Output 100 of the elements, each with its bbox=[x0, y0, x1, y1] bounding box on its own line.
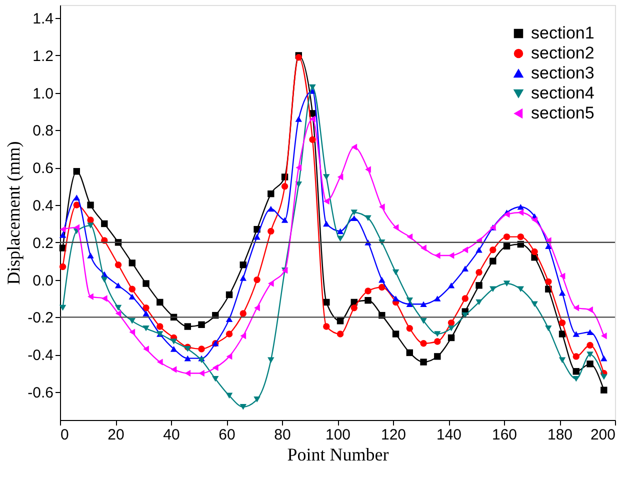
point bbox=[392, 296, 400, 302]
legend-label: section3 bbox=[531, 64, 594, 82]
point bbox=[254, 234, 260, 240]
point bbox=[586, 342, 594, 349]
point bbox=[240, 332, 246, 340]
point bbox=[406, 325, 414, 332]
point bbox=[254, 276, 260, 284]
point bbox=[545, 325, 552, 332]
point bbox=[336, 330, 344, 338]
point bbox=[101, 276, 108, 283]
point bbox=[448, 282, 455, 288]
point bbox=[323, 174, 330, 180]
point bbox=[545, 278, 552, 286]
point bbox=[503, 280, 510, 286]
point bbox=[365, 166, 371, 173]
point bbox=[281, 217, 288, 223]
point bbox=[59, 263, 66, 270]
x-tick-label: 200 bbox=[590, 426, 616, 444]
point bbox=[323, 198, 330, 205]
x-tick-label: 180 bbox=[547, 426, 573, 444]
point bbox=[462, 266, 469, 272]
point bbox=[558, 319, 566, 326]
point bbox=[226, 316, 233, 322]
y-tick-label: 1.2 bbox=[32, 48, 54, 65]
point bbox=[364, 288, 372, 294]
point bbox=[545, 243, 552, 250]
point bbox=[462, 295, 469, 302]
legend-label: section2 bbox=[531, 44, 594, 62]
point bbox=[198, 321, 205, 328]
point bbox=[406, 349, 414, 356]
point bbox=[490, 286, 496, 292]
x-tick-label: 60 bbox=[218, 426, 236, 444]
point bbox=[114, 304, 122, 311]
point bbox=[226, 291, 233, 298]
point bbox=[156, 298, 164, 306]
point bbox=[128, 260, 136, 266]
point bbox=[572, 353, 580, 360]
point bbox=[309, 136, 316, 143]
point bbox=[73, 202, 80, 208]
point bbox=[503, 233, 510, 240]
point bbox=[101, 295, 108, 302]
point bbox=[268, 280, 274, 287]
point bbox=[572, 368, 580, 375]
point bbox=[268, 206, 274, 212]
point bbox=[336, 228, 344, 234]
point bbox=[142, 280, 150, 287]
x-tick-label: 100 bbox=[325, 426, 351, 444]
point bbox=[378, 276, 386, 283]
point bbox=[600, 386, 608, 394]
x-tick-label: 80 bbox=[274, 426, 291, 444]
point bbox=[420, 340, 427, 347]
point bbox=[586, 360, 594, 368]
point bbox=[476, 268, 482, 276]
point bbox=[212, 364, 218, 372]
x-axis-title: Point Number bbox=[287, 444, 389, 464]
point bbox=[115, 310, 122, 317]
point bbox=[532, 216, 538, 224]
point bbox=[531, 301, 538, 308]
point bbox=[600, 355, 608, 362]
point bbox=[59, 304, 66, 311]
point bbox=[336, 236, 344, 242]
legend-label: section4 bbox=[531, 84, 594, 102]
point bbox=[448, 334, 455, 342]
point bbox=[87, 216, 94, 224]
point bbox=[517, 204, 524, 210]
point bbox=[476, 299, 482, 306]
x-tick-label: 160 bbox=[492, 426, 518, 444]
y-tick-label: 0.6 bbox=[32, 160, 54, 178]
point bbox=[531, 248, 538, 256]
point bbox=[281, 182, 288, 190]
point bbox=[392, 330, 400, 338]
point bbox=[129, 328, 136, 336]
point bbox=[490, 246, 496, 254]
y-tick-label: -0.4 bbox=[28, 347, 54, 364]
point bbox=[434, 331, 441, 337]
legend-label: section5 bbox=[531, 104, 594, 122]
point bbox=[600, 332, 607, 340]
point bbox=[406, 297, 414, 304]
point bbox=[420, 358, 427, 366]
point bbox=[350, 304, 358, 312]
point bbox=[240, 310, 247, 317]
point bbox=[128, 286, 136, 292]
point bbox=[434, 353, 441, 360]
point bbox=[254, 396, 260, 402]
x-tick-label: 20 bbox=[108, 426, 124, 444]
point bbox=[350, 210, 358, 216]
y-tick-label: -0.6 bbox=[28, 384, 54, 402]
point bbox=[558, 290, 566, 296]
point bbox=[420, 301, 427, 308]
point bbox=[184, 323, 192, 330]
point bbox=[142, 310, 150, 316]
point bbox=[101, 220, 108, 228]
point bbox=[226, 353, 232, 360]
point bbox=[504, 211, 510, 218]
point bbox=[198, 370, 204, 377]
point bbox=[128, 318, 136, 324]
point bbox=[392, 269, 400, 276]
point bbox=[226, 330, 233, 338]
point bbox=[573, 304, 580, 312]
point bbox=[323, 220, 330, 227]
